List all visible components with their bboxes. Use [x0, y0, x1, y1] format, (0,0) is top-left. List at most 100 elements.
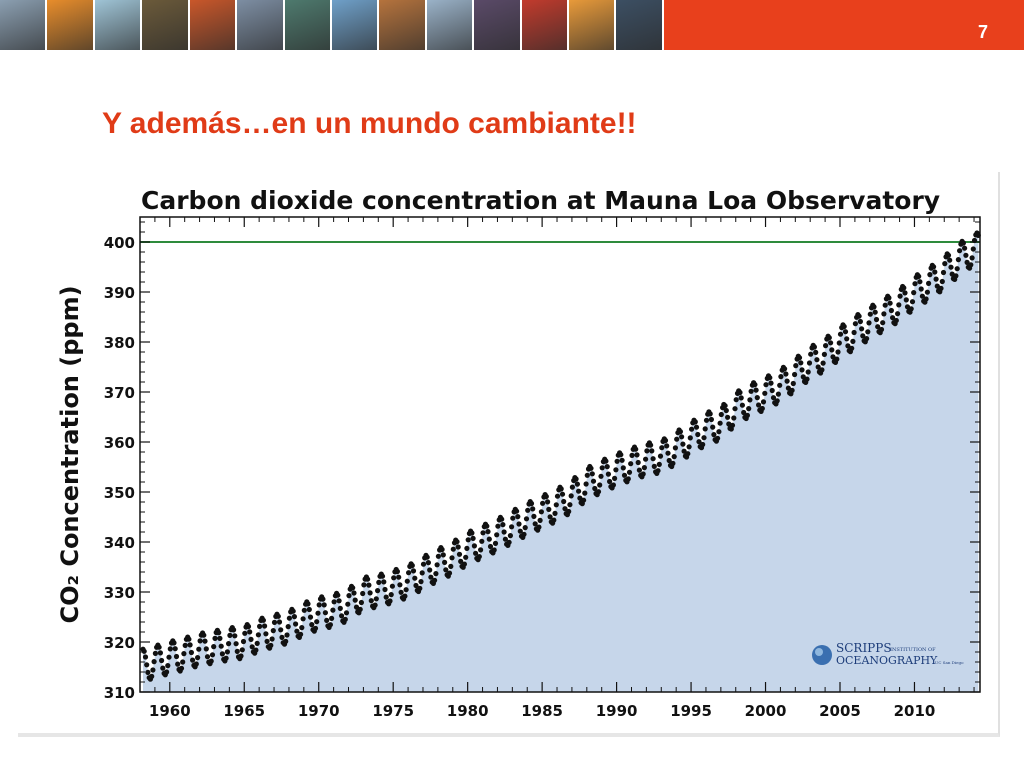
data-point [372, 602, 378, 608]
data-point [212, 635, 218, 641]
data-point [181, 651, 187, 657]
data-point [327, 622, 333, 628]
data-point [262, 623, 268, 629]
data-point [254, 640, 260, 646]
data-point [202, 638, 208, 644]
data-point [523, 516, 530, 522]
data-point [738, 395, 744, 401]
y-tick-label: 400 [104, 234, 135, 252]
data-point [499, 516, 505, 522]
data-point [938, 285, 944, 291]
logo-line1-small: INSTITUTION OF [890, 647, 936, 653]
data-point [865, 329, 871, 335]
header-photo-tile [569, 0, 617, 50]
data-point [841, 323, 847, 330]
data-point [888, 307, 895, 314]
data-point [201, 632, 207, 638]
data-point [741, 409, 747, 416]
data-point [410, 568, 417, 574]
data-point [480, 530, 486, 536]
data-point [352, 597, 358, 603]
data-point [662, 437, 669, 444]
data-point [582, 490, 588, 496]
data-point [342, 616, 348, 622]
data-point [376, 579, 382, 585]
data-point [559, 491, 566, 497]
x-tick-label: 1975 [372, 702, 414, 720]
data-point [165, 663, 171, 669]
data-point [442, 559, 448, 565]
header-photo-tile [47, 0, 95, 50]
data-point [685, 451, 691, 457]
data-point [707, 411, 713, 417]
data-point [551, 517, 557, 523]
data-point [160, 665, 166, 671]
data-point [279, 634, 285, 640]
y-tick-label: 360 [104, 434, 135, 452]
data-point [968, 262, 974, 268]
data-point [621, 472, 628, 478]
data-point [440, 552, 446, 558]
data-point [590, 478, 597, 484]
data-point [324, 617, 330, 623]
data-point [939, 278, 945, 285]
data-point [388, 592, 394, 598]
data-point [309, 622, 315, 628]
header-bar: 7 [0, 0, 1024, 50]
header-photo-tile [426, 0, 475, 50]
data-point [774, 398, 780, 404]
data-point [473, 550, 479, 556]
data-point [566, 508, 572, 515]
data-point [187, 642, 193, 648]
logo-line2: OCEANOGRAPHY [836, 654, 938, 667]
data-point [634, 452, 640, 458]
data-point [702, 426, 708, 432]
data-point [656, 461, 662, 467]
data-point [209, 652, 216, 658]
data-point [506, 539, 512, 545]
data-point [681, 448, 687, 454]
data-point [224, 649, 230, 655]
data-point [940, 269, 947, 276]
x-tick-label: 1965 [223, 702, 265, 720]
data-point [696, 439, 702, 445]
data-point [500, 522, 506, 528]
data-point [619, 457, 625, 463]
data-point [142, 654, 149, 660]
data-point [664, 443, 670, 449]
data-point [486, 536, 492, 542]
data-point [425, 560, 431, 566]
data-point [815, 364, 821, 370]
data-point [478, 547, 484, 553]
header-photo-tile [0, 0, 48, 50]
data-point [859, 326, 865, 332]
data-point [674, 436, 680, 442]
data-point [626, 469, 633, 475]
data-point [515, 514, 521, 520]
data-point [643, 456, 649, 462]
data-point [315, 610, 321, 616]
x-tick-label: 2010 [894, 702, 936, 720]
data-point [290, 608, 296, 614]
data-point [778, 374, 784, 380]
data-point [455, 544, 461, 550]
data-point [190, 657, 196, 663]
data-point [397, 582, 403, 588]
data-point [428, 574, 434, 580]
data-point [826, 335, 832, 341]
data-point [537, 517, 543, 523]
data-point [278, 627, 284, 633]
data-point [345, 601, 351, 607]
data-point [873, 316, 880, 323]
data-point [618, 452, 624, 458]
data-point [798, 360, 804, 366]
data-point [381, 579, 387, 585]
header-photo-tile [189, 0, 238, 50]
data-point [196, 646, 202, 652]
data-point [762, 390, 768, 396]
data-point [517, 528, 523, 534]
data-point [152, 650, 158, 656]
header-photo-tile [474, 0, 522, 50]
data-point [538, 509, 545, 515]
data-point [305, 601, 311, 607]
